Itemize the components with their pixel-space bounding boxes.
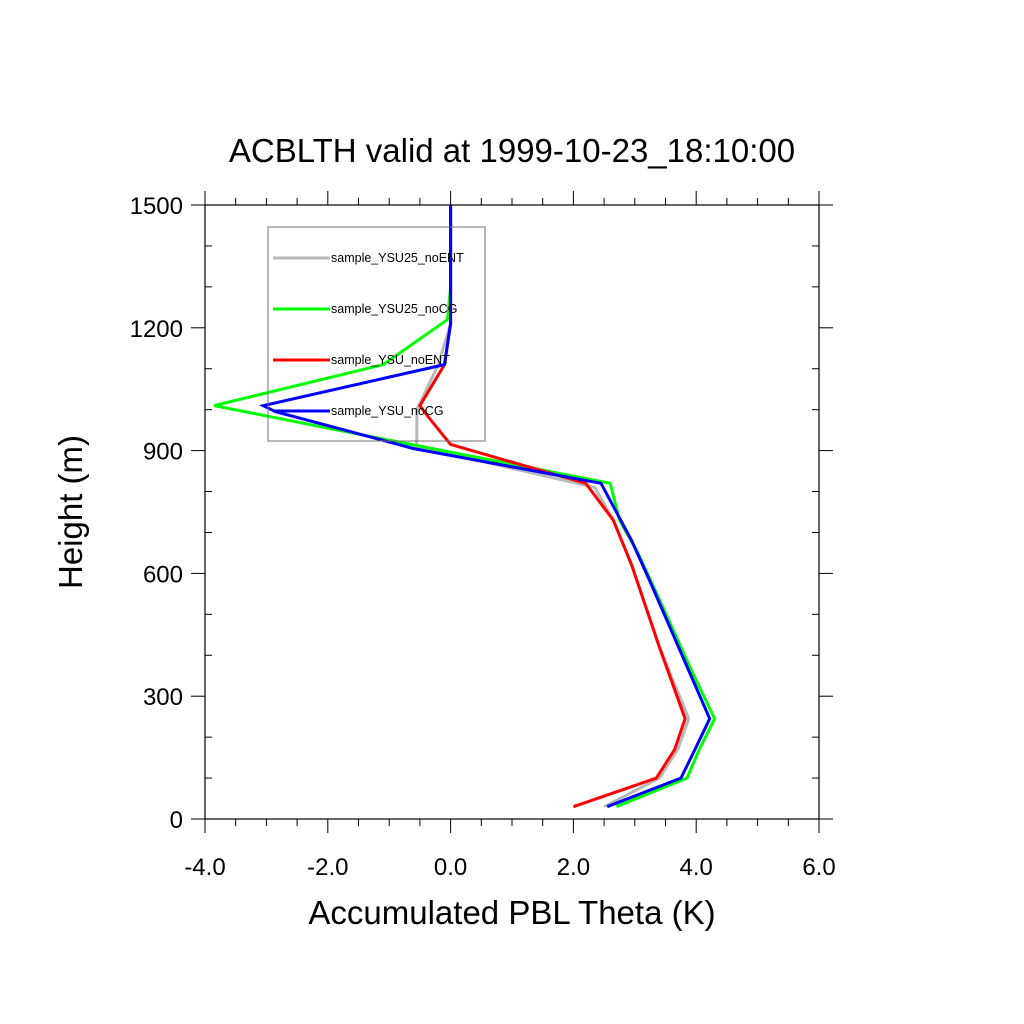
series-line-4 bbox=[258, 205, 712, 809]
legend-box bbox=[267, 226, 486, 442]
series-line-1 bbox=[415, 205, 691, 809]
plot-frame bbox=[204, 204, 820, 820]
y-tick-label: 0 bbox=[170, 807, 183, 834]
legend: sample_YSU25_noENT sample_YSU25_noCGsampl… bbox=[267, 226, 486, 442]
legend-label-4: sample_YSU_noCG bbox=[331, 404, 444, 418]
tick-labels: -4.0 -2.0 0.0 2.0 4.0 6.0 0 300 600 900 1200 1500 bbox=[130, 193, 836, 881]
y-tick-label: 1200 bbox=[130, 316, 183, 343]
y-tick-label: 1500 bbox=[130, 193, 183, 220]
series-lines bbox=[213, 205, 717, 809]
series-line-2 bbox=[213, 205, 717, 809]
x-tick-label: 6.0 bbox=[802, 854, 835, 881]
x-tick-label: 4.0 bbox=[680, 854, 713, 881]
axis-ticks bbox=[191, 191, 833, 833]
y-axis-label: Height (m) bbox=[52, 435, 89, 589]
plot-border bbox=[204, 204, 820, 820]
x-tick-label: 0.0 bbox=[434, 854, 467, 881]
series-line-3 bbox=[418, 205, 687, 809]
legend-label-1: sample_YSU25_noENT bbox=[331, 251, 464, 265]
x-axis-label: Accumulated PBL Theta (K) bbox=[308, 894, 715, 931]
x-tick-label: -2.0 bbox=[307, 854, 348, 881]
y-tick-label: 900 bbox=[143, 439, 183, 466]
chart-title: ACBLTH valid at 1999-10-23_18:10:00 bbox=[229, 132, 795, 169]
x-tick-label: 2.0 bbox=[557, 854, 590, 881]
legend-label-2: sample_YSU25_noCG bbox=[331, 302, 457, 316]
x-tick-label: -4.0 bbox=[184, 854, 225, 881]
y-tick-label: 300 bbox=[143, 684, 183, 711]
legend-label-3: sample_YSU_noENT bbox=[331, 353, 450, 367]
y-tick-label: 600 bbox=[143, 561, 183, 588]
